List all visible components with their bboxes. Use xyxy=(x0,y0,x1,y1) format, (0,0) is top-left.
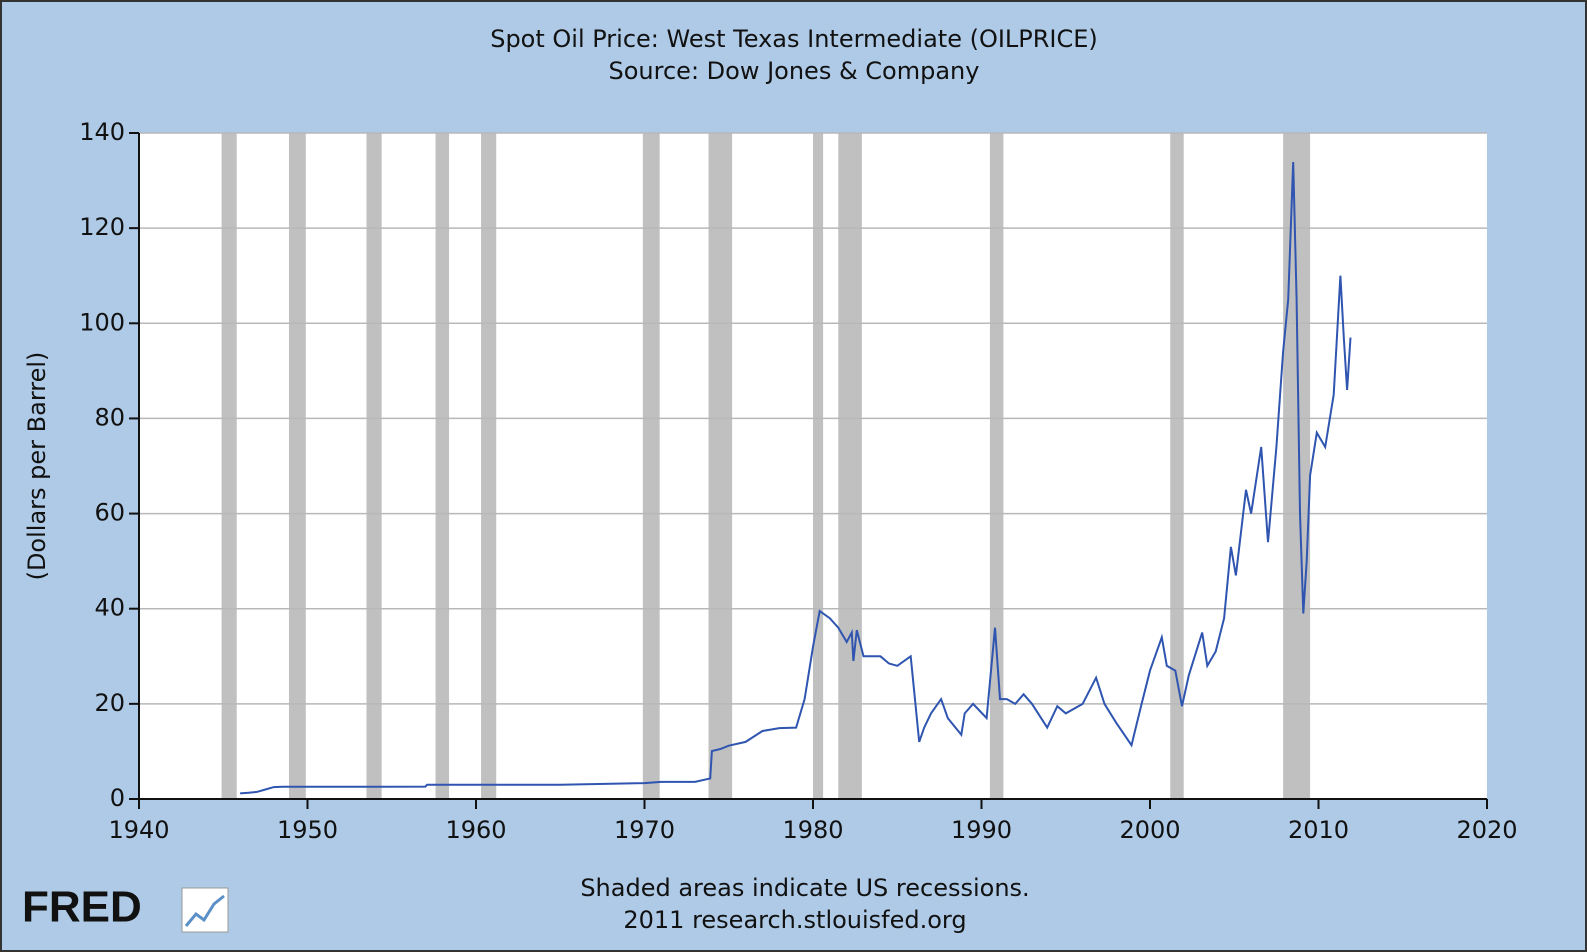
x-tick-label: 1980 xyxy=(782,816,843,844)
y-tick-label: 140 xyxy=(79,118,125,146)
logo-icon-line xyxy=(184,894,225,927)
x-tick-label: 1990 xyxy=(951,816,1012,844)
y-tick-label: 0 xyxy=(110,784,125,812)
y-tick-label: 80 xyxy=(94,403,125,431)
x-tick-label: 1960 xyxy=(445,816,506,844)
recession-band xyxy=(366,133,382,799)
chart-subtitle: Source: Dow Jones & Company xyxy=(609,57,980,85)
y-tick-label: 20 xyxy=(94,689,125,717)
recession-band xyxy=(435,133,450,799)
recession-band xyxy=(813,133,824,799)
y-tick-label: 40 xyxy=(94,594,125,622)
x-tick-label: 2010 xyxy=(1288,816,1349,844)
recession-band xyxy=(989,133,1004,799)
source: 2011 research.stlouisfed.org xyxy=(623,906,966,934)
logo: FRED xyxy=(22,883,142,932)
logo-icon xyxy=(181,887,229,933)
y-tick-label: 100 xyxy=(79,308,125,336)
recession-band xyxy=(221,133,237,799)
y-axis-label: (Dollars per Barrel) xyxy=(23,352,51,581)
chart-title: Spot Oil Price: West Texas Intermediate … xyxy=(490,25,1098,53)
recession-band xyxy=(1283,133,1311,799)
y-tick-label: 60 xyxy=(94,499,125,527)
note: Shaded areas indicate US recessions. xyxy=(580,874,1029,902)
x-tick-label: 2000 xyxy=(1119,816,1180,844)
recession-band xyxy=(288,133,306,799)
recession-band xyxy=(642,133,660,799)
x-tick-label: 1950 xyxy=(277,816,338,844)
recession-band xyxy=(708,133,733,799)
recession-band xyxy=(481,133,497,799)
x-tick-label: 2020 xyxy=(1456,816,1517,844)
y-tick-label: 120 xyxy=(79,213,125,241)
recession-band xyxy=(1170,133,1184,799)
x-tick-label: 1970 xyxy=(614,816,675,844)
series-line xyxy=(240,161,1352,795)
x-tick-label: 1940 xyxy=(108,816,169,844)
recession-band xyxy=(838,133,862,799)
